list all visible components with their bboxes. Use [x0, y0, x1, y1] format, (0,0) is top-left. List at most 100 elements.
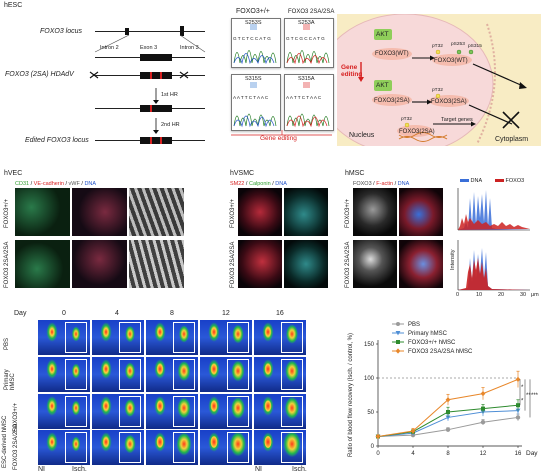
chromatogram-traces: [231, 24, 332, 136]
intensity-xtick-0: 0: [456, 292, 460, 298]
doppler-day-12: 12: [222, 310, 230, 317]
locus-schematic-panel: hESC FOXO3 locus Intron 2 Exon 3 Intron …: [0, 0, 225, 145]
y-axis-label: Ratio of blood flow recovery (Isch. / co…: [348, 333, 354, 457]
seq2-wt: A A T T C T A A C: [233, 95, 269, 100]
seq2-mut: A A T T C T A A C: [286, 95, 322, 100]
micrograph-hmsc-foxo3-wt: [353, 188, 397, 236]
panel-tag-hvsmc: hVSMC: [230, 170, 255, 177]
hmsc-panel: hMSC FOXO3 / F-actin / DNA FOXO3+/+ FOXO…: [345, 170, 445, 295]
intensity-xtick-3: 30: [520, 292, 527, 298]
legend-foxo3: FOXO3: [495, 178, 524, 184]
pathway-panel: AKT AKT FOXO3(WT) FOXO3(WT) FOXO3(2SA) F…: [337, 14, 541, 146]
foxo3-2sa-right: FOXO3(2SA): [431, 99, 467, 105]
doppler-day-8: 8: [170, 310, 174, 317]
intensity-ylabel: Intensity: [450, 249, 456, 270]
x-tick-label: 0: [376, 451, 380, 457]
data-point: [515, 376, 521, 382]
target-genes-label: Target genes: [441, 117, 473, 123]
x-tick-label: 4: [411, 451, 415, 457]
doppler-frame: [227, 359, 249, 390]
doppler-frame: [173, 396, 195, 427]
pt32-label-top: pT32: [432, 44, 443, 49]
edited-exon: [140, 137, 172, 144]
doppler-image: [146, 357, 198, 392]
stain-vwf: vWF: [68, 181, 80, 187]
doppler-image: [200, 394, 252, 429]
foxo3-2sa-nuclear: FOXO3(2SA): [399, 129, 435, 135]
hdadv-label: FOXO3 (2SA) HDAdV: [5, 71, 74, 78]
doppler-image: [92, 430, 144, 465]
doppler-image: [38, 430, 90, 465]
locus-label: FOXO3 locus: [40, 28, 83, 35]
panel-tag-hesc: hESC: [4, 2, 23, 9]
legend-marker: [395, 348, 401, 354]
akt-label-bottom: AKT: [376, 82, 389, 89]
hr1-exon: [140, 105, 172, 112]
foxo3-wt-right: FOXO3(WT): [434, 58, 468, 64]
doppler-image: [254, 394, 306, 429]
doppler-image: [92, 394, 144, 429]
x-tick-label: 16: [515, 451, 522, 457]
foxo3-2sa-left: FOXO3(2SA): [374, 98, 410, 104]
doppler-row-mut: FOXO3 2SA/2SA: [13, 423, 19, 470]
gene-editing-caption: Gene editing: [260, 135, 297, 142]
stain-factin: F-actin: [376, 181, 394, 187]
sig-mark-0: *: [521, 385, 524, 391]
edited-locus-label: Edited FOXO3 locus: [25, 137, 89, 144]
locus-line: [95, 31, 205, 32]
hvec-row2-label: FOXO3 2SA/2SA: [4, 241, 10, 288]
doppler-day-16: 16: [276, 310, 284, 317]
hvsmc-stain-legend: SM22 / Calponin / DNA: [230, 181, 287, 187]
legend-label-2: FOXO3+/+ hMSC: [408, 340, 456, 346]
seq-mut-title: FOXO3 2SA/2SA: [288, 9, 335, 15]
seq-wt-title: FOXO3+/+: [236, 8, 270, 15]
hvsmc-panel: hVSMC SM22 / Calponin / DNA FOXO3+/+ FOX…: [230, 170, 330, 295]
data-point: [446, 410, 450, 414]
hvsmc-row1-label: FOXO3+/+: [230, 198, 236, 228]
exon3-label: Exon 3: [140, 45, 158, 51]
micrograph-hvec-vwf-wt: [129, 188, 184, 236]
micrograph-hmsc-merge-wt: [399, 188, 443, 236]
hvec-stain-legend: CD31 / VE-cadherin / vWF / DNA: [15, 181, 97, 187]
doppler-image: [92, 357, 144, 392]
doppler-frame: [173, 359, 195, 390]
doppler-frame: [227, 396, 249, 427]
doppler-image: [200, 430, 252, 465]
mutation-mark: [150, 105, 152, 112]
exon-block: [180, 26, 184, 36]
seq1-mut: G T C G C C A T G: [286, 36, 325, 41]
micrograph-hvsmc-calponin-wt: [284, 188, 328, 236]
hvec-panel: hVEC CD31 / VE-cadherin / vWF / DNA FOXO…: [0, 170, 190, 295]
y-tick-label: 50: [367, 410, 374, 416]
sequencing-panel: FOXO3+/+ FOXO3 2SA/2SA S253S S253A S315S…: [228, 8, 336, 143]
y-tick-label: 0: [371, 444, 375, 450]
doppler-frame: [119, 432, 141, 463]
doppler-image: [38, 394, 90, 429]
micrograph-hvec-vecad-wt: [72, 188, 127, 236]
doppler-frame: [65, 432, 87, 463]
hvsmc-row2-label: FOXO3 2SA/2SA: [230, 241, 236, 288]
pt32-label-bottom: pT32: [401, 117, 412, 122]
legend-marker: [395, 331, 401, 336]
doppler-image: [254, 320, 306, 355]
legend-marker: [396, 322, 400, 326]
doppler-frame: [65, 359, 87, 390]
doppler-row-pbs: PBS: [4, 337, 10, 350]
doppler-group-label: ESC-derived hMSC: [2, 415, 8, 468]
hr1-label: 1st HR: [161, 92, 178, 98]
foxo3-wt-left: FOXO3(WT): [375, 51, 409, 57]
doppler-frame: [65, 396, 87, 427]
hdadv-exon: [140, 72, 172, 79]
y-tick-label: 150: [364, 342, 375, 348]
doppler-frame: [281, 432, 303, 463]
doppler-image: [200, 320, 252, 355]
legend-label-0: PBS: [408, 322, 420, 328]
intensity-plot-panel: DNA FOXO3 Intensity 0 10 20 30 μm: [450, 178, 543, 303]
micrograph-hvsmc-sm22-wt: [238, 188, 282, 236]
intron2-label: Intron 2: [100, 45, 119, 51]
doppler-frame: [119, 322, 141, 353]
sig-mark-1: **: [526, 393, 531, 399]
doppler-frame: [227, 322, 249, 353]
hmsc-row2-label: FOXO3 2SA/2SA: [345, 241, 351, 288]
stain-foxo3: FOXO3: [353, 181, 372, 187]
